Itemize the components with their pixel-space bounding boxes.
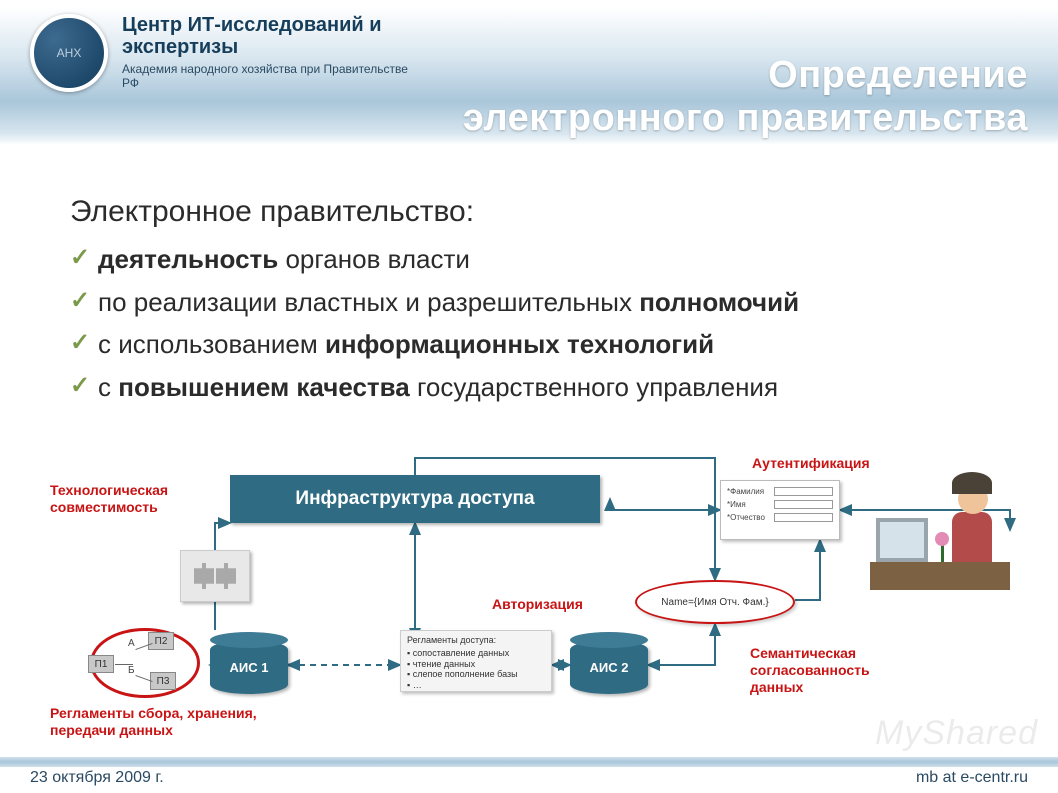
logo-block: АНХ Центр ИТ-исследований и экспертизы А… (30, 14, 422, 92)
bullet-item: деятельность органов власти (70, 243, 1028, 276)
puzzle-icon (180, 550, 250, 602)
footer: 23 октября 2009 г. mb at e-centr.ru (0, 759, 1058, 793)
slide-title: Определение электронного правительства (463, 54, 1028, 140)
form-row: *Фамилия (727, 487, 833, 496)
slide-title-line1: Определение (463, 54, 1028, 97)
flower-icon (936, 536, 950, 562)
regl-item: слепое пополнение базы (407, 669, 545, 680)
auth-form: *Фамилия *Имя *Отчество (720, 480, 840, 540)
form-row: *Имя (727, 500, 833, 509)
database-ais1: АИС 1 (210, 640, 288, 694)
label-reglament: Регламенты сбора, хранения, передачи дан… (50, 705, 270, 739)
infra-box: Инфраструктура доступа (230, 475, 600, 523)
watermark: MyShared (875, 714, 1038, 753)
label-authentication: Аутентификация (752, 455, 870, 472)
desk-icon (870, 562, 1010, 590)
node-p2: П2 (148, 632, 174, 650)
footer-contact: mb at e-centr.ru (916, 769, 1028, 787)
logo-text: Центр ИТ-исследований и экспертизы Акаде… (122, 14, 422, 91)
bullet-item: с использованием информационных технолог… (70, 328, 1028, 361)
bullet-list: деятельность органов власти по реализаци… (70, 243, 1028, 403)
node-p1: П1 (88, 655, 114, 673)
content-area: Электронное правительство: деятельность … (70, 195, 1028, 413)
regl-item: … (407, 680, 545, 691)
node-p3: П3 (150, 672, 176, 690)
label-tech-compat: Технологическая совместимость (50, 482, 200, 516)
access-reglament-box: Регламенты доступа: сопоставление данных… (400, 630, 552, 692)
database-ais2: АИС 2 (570, 640, 648, 694)
monitor-icon (876, 518, 928, 562)
node-b: Б (128, 665, 135, 676)
content-heading: Электронное правительство: (70, 195, 1028, 229)
label-semantic: Семантическая согласованность данных (750, 645, 910, 695)
logo-title: Центр ИТ-исследований и экспертизы (122, 14, 422, 58)
bullet-item: по реализации властных и разрешительных … (70, 286, 1028, 319)
regl-item: чтение данных (407, 659, 545, 670)
p-edge (115, 664, 133, 665)
user-at-computer-icon (870, 470, 1010, 590)
node-a: А (128, 638, 135, 649)
header-band-wrap: АНХ Центр ИТ-исследований и экспертизы А… (0, 0, 1058, 175)
footer-date: 23 октября 2009 г. (30, 769, 164, 787)
bullet-item: с повышением качества государственного у… (70, 371, 1028, 404)
diagram: Инфраструктура доступа Технологическая с… (40, 450, 1020, 750)
person-hair-icon (952, 472, 992, 494)
name-ellipse: Name={Имя Отч. Фам.} (635, 580, 795, 624)
person-body-icon (952, 512, 992, 562)
regl-title: Регламенты доступа: (407, 635, 545, 646)
logo-subtitle: Академия народного хозяйства при Правите… (122, 62, 422, 91)
slide-title-line2: электронного правительства (463, 97, 1028, 140)
regl-item: сопоставление данных (407, 648, 545, 659)
form-row: *Отчество (727, 513, 833, 522)
label-authorization: Авторизация (492, 596, 583, 613)
emblem-icon: АНХ (30, 14, 108, 92)
